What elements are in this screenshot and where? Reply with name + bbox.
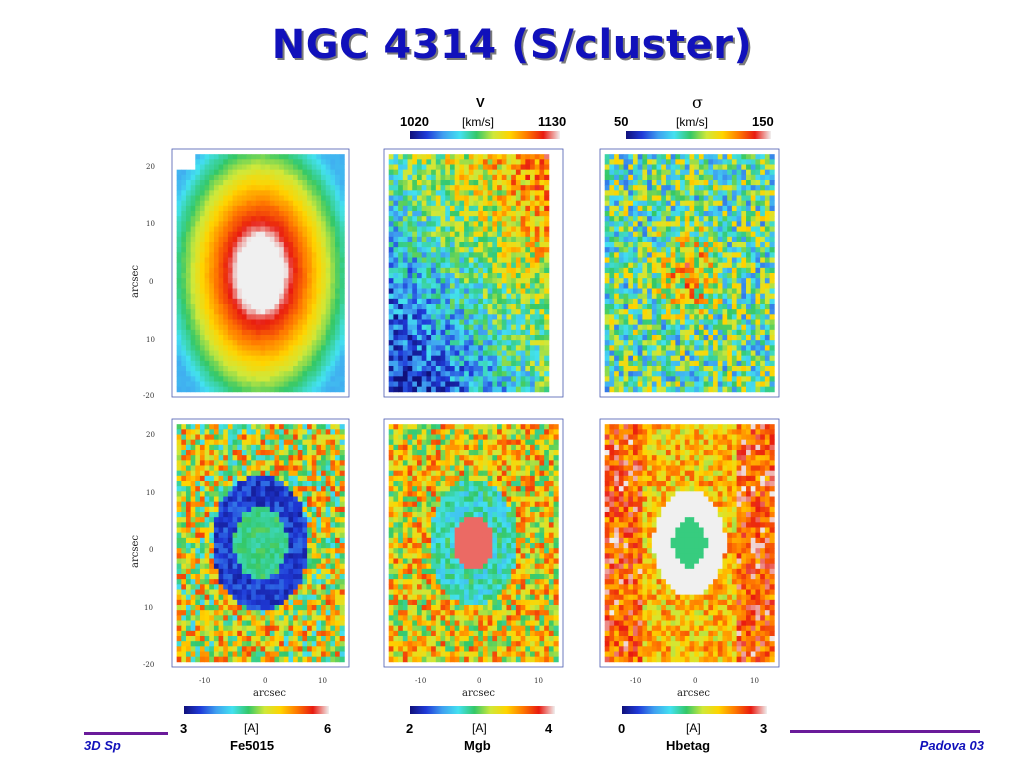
xtick-1-0: 0 [263,677,268,685]
xtick-2-10: 10 [534,677,543,685]
map-hbetag-image-frame [599,418,780,668]
velocity-colorbar-max: 1130 [538,114,567,129]
map-fe5015-image-pixels [176,424,345,663]
map-hbetag-image [599,418,780,668]
map-sigma-image [599,148,780,398]
fe5015-colorbar-max: 6 [324,721,332,736]
mgb-colorbar-gradient [410,706,555,714]
sigma-colorbar-unit: [km/s] [676,115,708,129]
x-axis-label-3: arcsec [677,688,710,699]
velocity-colorbar-min: 1020 [400,114,429,129]
velocity-colorbar: V [km/s] 1020 1130 [400,95,575,140]
mgb-colorbar-unit: [A] [472,721,487,735]
ytick-bot-10: 10 [146,489,155,497]
hbetag-colorbar: 0 [A] 3 Hbetag [616,706,776,756]
map-velocity [370,145,567,403]
footer-line-left [84,732,168,735]
map-fe5015-image [171,418,350,668]
xtick-1-m10: -10 [199,677,211,685]
mgb-colorbar: 2 [A] 4 Mgb [404,706,564,756]
ytick-top-0: 0 [149,278,154,286]
sigma-colorbar: σ [km/s] 50 150 [614,93,784,140]
sigma-colorbar-max: 150 [752,114,774,129]
ytick-bot-0: 0 [149,546,154,554]
sigma-colorbar-name: σ [692,93,703,112]
slide-title: NGC 4314 (S/cluster) [271,22,753,68]
mgb-colorbar-max: 4 [545,721,553,736]
xtick-2-0: 0 [477,677,482,685]
map-fe5015 [158,415,353,673]
velocity-colorbar-unit: [km/s] [462,115,494,129]
y-axis-label-bottom: arcsec [130,535,141,568]
footer-left-text: 3D Sp [84,738,121,753]
map-mgb [370,415,567,673]
hbetag-colorbar-max: 3 [760,721,768,736]
map-sigma-image-frame [599,148,780,398]
map-mgb-image-frame [383,418,564,668]
ytick-top-m20: -20 [143,392,155,400]
sigma-colorbar-gradient [626,131,771,139]
hbetag-colorbar-unit: [A] [686,721,701,735]
y-axis-label-top: arcsec [130,265,141,298]
xtick-2-m10: -10 [415,677,427,685]
map-sigma-image-pixels [604,154,775,393]
fe5015-colorbar-name: Fe5015 [230,738,275,753]
map-hbetag-image-pixels [604,424,775,663]
fe5015-colorbar-unit: [A] [244,721,259,735]
map-fe5015-image-frame [171,418,350,668]
ytick-bot-m20: -20 [143,661,155,669]
map-flux-image-frame [171,148,350,398]
x-axis-label-1: arcsec [253,688,286,699]
xtick-1-10: 10 [318,677,327,685]
map-flux-image [171,148,350,398]
fe5015-colorbar-gradient [184,706,329,714]
map-velocity-image [383,148,564,398]
map-flux-image-pixels [176,154,345,393]
hbetag-colorbar-name: Hbetag [666,738,711,753]
ytick-bot-m10: 10 [144,604,153,612]
xtick-3-m10: -10 [630,677,642,685]
footer-line-right [790,730,980,733]
xtick-3-0: 0 [693,677,698,685]
hbetag-colorbar-min: 0 [618,721,626,736]
velocity-colorbar-name: V [476,95,485,110]
xtick-3-10: 10 [750,677,759,685]
mgb-colorbar-name: Mgb [464,738,491,753]
footer-right-text: Padova 03 [919,738,984,753]
map-velocity-image-pixels [388,154,550,393]
hbetag-colorbar-gradient [622,706,767,714]
fe5015-colorbar: 3 [A] 6 Fe5015 [178,706,338,756]
map-velocity-image-frame [383,148,564,398]
fe5015-colorbar-min: 3 [180,721,188,736]
ytick-top-m10: 10 [146,336,155,344]
ytick-bot-20: 20 [146,431,155,439]
map-flux [158,145,353,403]
velocity-colorbar-gradient [410,131,560,139]
ytick-top-10: 10 [146,220,155,228]
ytick-top-20: 20 [146,163,155,171]
map-mgb-image-pixels [388,424,559,663]
map-hbetag [586,415,783,673]
map-mgb-image [383,418,564,668]
mgb-colorbar-min: 2 [406,721,414,736]
map-sigma [586,145,783,403]
x-axis-label-2: arcsec [462,688,495,699]
sigma-colorbar-min: 50 [614,114,629,129]
